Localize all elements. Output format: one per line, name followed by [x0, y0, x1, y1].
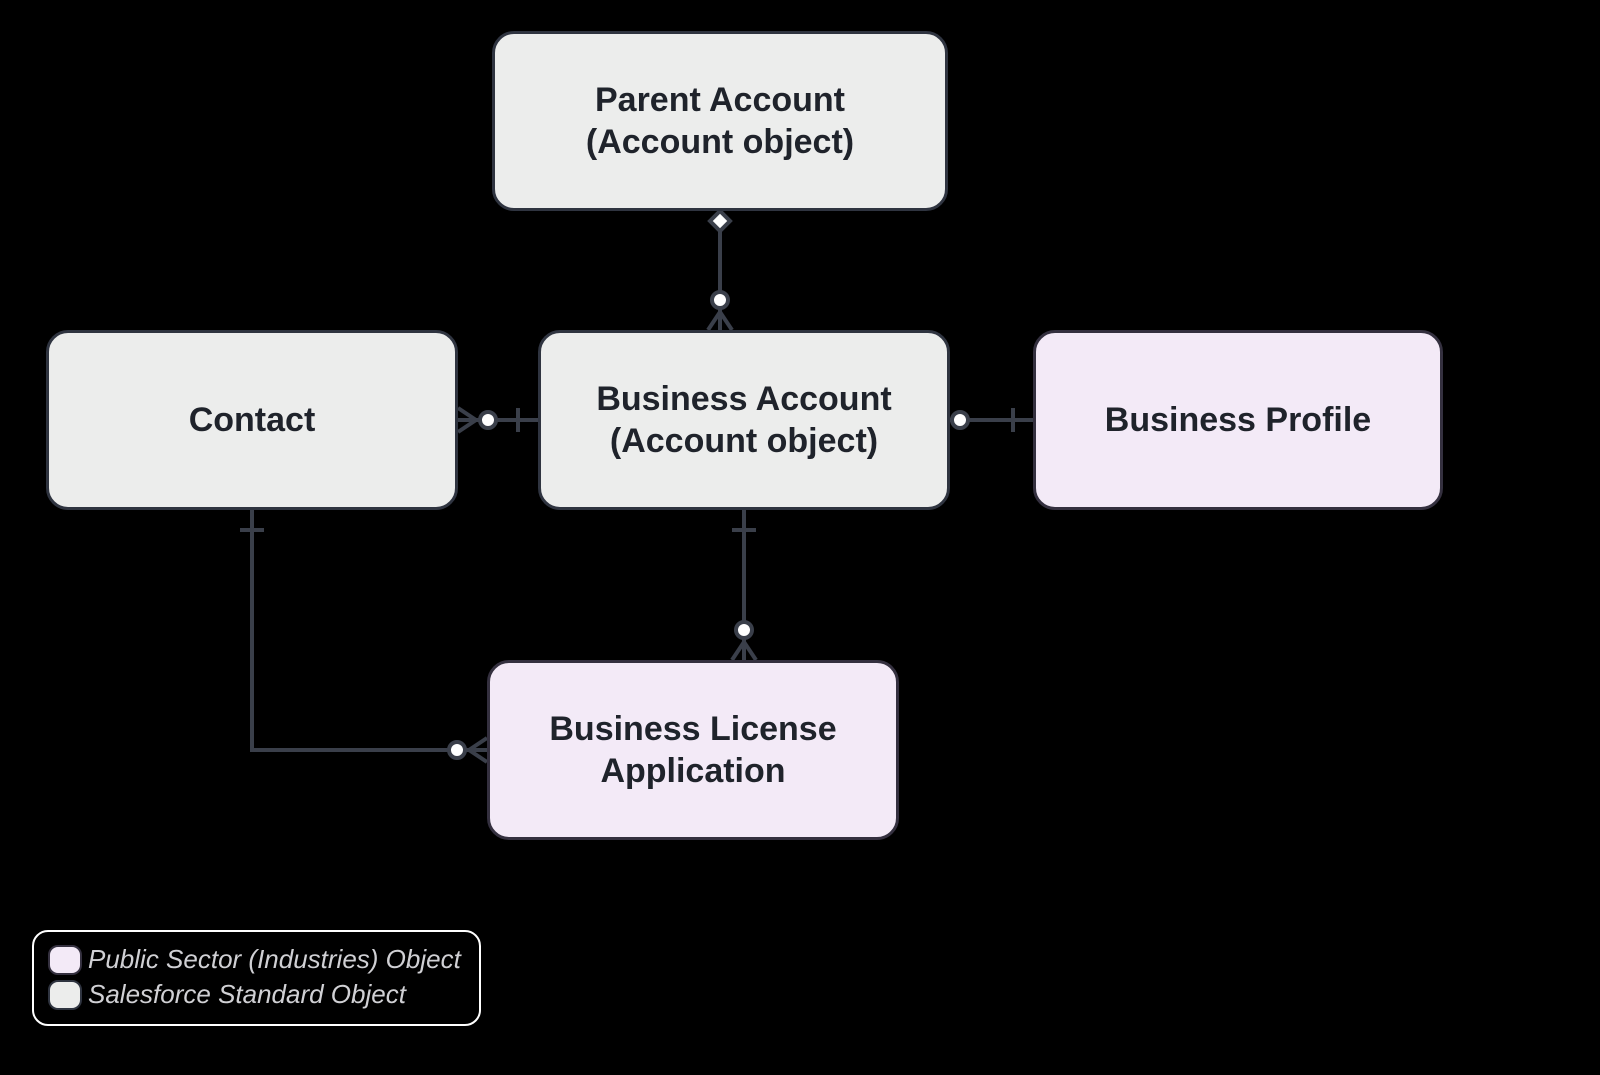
node-bla: Business License Application — [487, 660, 899, 840]
node-label: Parent Account (Account object) — [586, 79, 854, 164]
node-parent-account: Parent Account (Account object) — [492, 31, 948, 211]
legend-label: Salesforce Standard Object — [88, 977, 406, 1012]
legend-swatch — [48, 945, 82, 975]
edge-parent-biz — [708, 211, 732, 330]
legend-label: Public Sector (Industries) Object — [88, 942, 461, 977]
legend: Public Sector (Industries) ObjectSalesfo… — [32, 930, 481, 1026]
node-label: Business Account (Account object) — [596, 378, 891, 463]
edge-biz-bla — [732, 510, 756, 660]
edge-contact-biz — [458, 408, 538, 432]
diagram-canvas: Parent Account (Account object) Contact Bu… — [0, 0, 1600, 1075]
node-business-profile: Business Profile — [1033, 330, 1443, 510]
edge-contact-bla — [240, 510, 487, 762]
edge-profile-biz — [950, 408, 1033, 432]
legend-swatch — [48, 980, 82, 1010]
node-label: Business License Application — [549, 708, 836, 793]
legend-item: Public Sector (Industries) Object — [48, 942, 461, 977]
node-label: Contact — [189, 399, 316, 442]
legend-item: Salesforce Standard Object — [48, 977, 461, 1012]
node-contact: Contact — [46, 330, 458, 510]
node-label: Business Profile — [1105, 399, 1371, 442]
node-business-account: Business Account (Account object) — [538, 330, 950, 510]
